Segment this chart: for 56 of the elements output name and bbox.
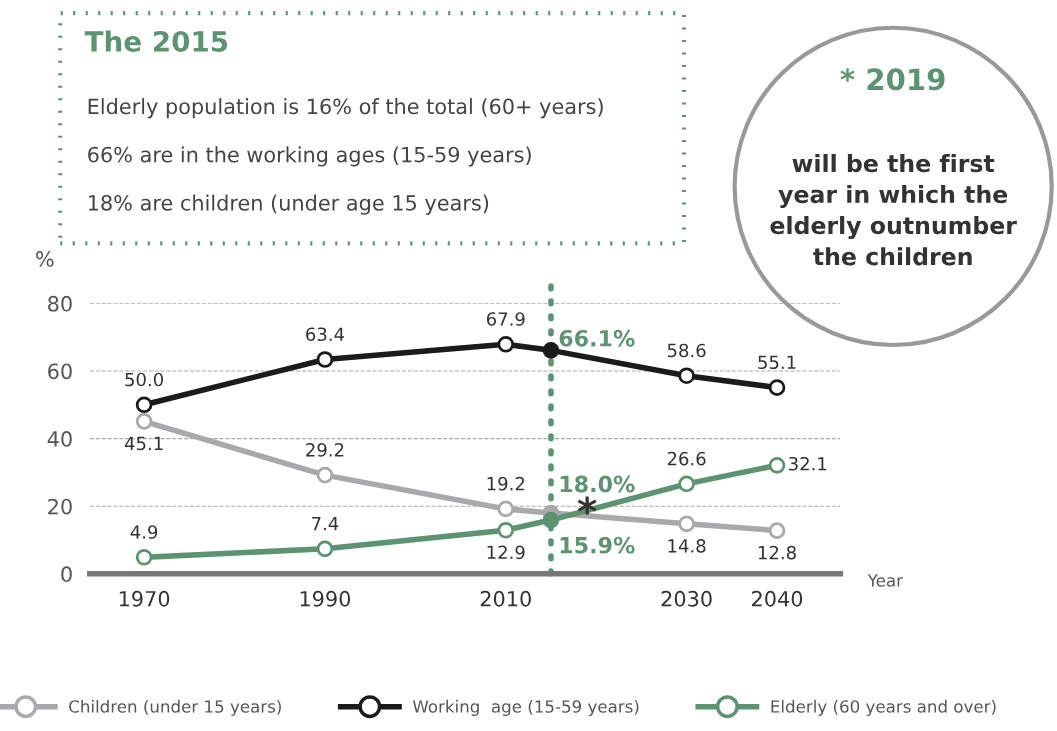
point [497, 521, 515, 539]
text: will be the first year in which the elderly outnumber the children [770, 153, 1017, 266]
x-tick-label: 2040 [752, 590, 803, 607]
point [678, 475, 695, 493]
point [316, 540, 334, 558]
y-tick-label: 40 [47, 431, 72, 447]
data-label: 58.6 [667, 343, 706, 358]
data-label: 12.8 [758, 545, 796, 560]
data-label: 63.4 [306, 327, 345, 342]
point [678, 367, 695, 385]
data-label: 18.0% [560, 475, 635, 493]
x-tick-label: 1990 [300, 590, 351, 607]
data-label: 55.1 [758, 355, 796, 370]
text: Elderly population is 16% of the total (60+ years) [88, 98, 603, 119]
text: 18% are children (under age 15 years) [88, 194, 489, 215]
data-label: 7.4 [312, 516, 339, 531]
point [542, 511, 560, 529]
y-tick-label: 80 [48, 295, 72, 312]
point [135, 548, 153, 566]
data-label: 12.9 [487, 545, 525, 560]
data-label: 32.1 [789, 456, 827, 471]
point [768, 379, 786, 396]
y-tick-label: 60 [48, 363, 72, 380]
point [497, 500, 515, 518]
data-label: 4.9 [130, 525, 158, 539]
data-label: 15.9% [560, 536, 635, 554]
x-axis-title: Year [867, 574, 903, 587]
legend-label: Children (under 15 years) [69, 699, 281, 716]
data-label: 19.2 [487, 476, 525, 491]
data-label: 66.1% [559, 329, 635, 347]
legend-label: Elderly (60 years and over) [771, 699, 996, 716]
chart-title: The 2015 [84, 30, 228, 52]
text: 66% are in the working ages (15-59 years) [88, 146, 531, 167]
y-axis-title: % [36, 251, 54, 267]
data-label: 26.6 [667, 451, 706, 466]
point [768, 522, 786, 539]
x-tick-label: 2010 [480, 590, 531, 607]
point [135, 413, 153, 430]
point [542, 342, 560, 359]
y-tick-label: 20 [48, 498, 72, 515]
data-label: 29.2 [306, 443, 344, 457]
point [135, 396, 153, 414]
data-label: 14.8 [668, 539, 706, 553]
legend-label: Working age (15-59 years) [412, 699, 639, 716]
point [316, 351, 334, 368]
point [316, 466, 334, 484]
x-tick-label: 1970 [119, 590, 170, 607]
y-tick-label: 0 [61, 566, 72, 583]
data-label: 45.1 [124, 436, 163, 451]
x-tick-label: 2030 [661, 590, 712, 607]
point [497, 335, 515, 353]
point [768, 456, 786, 474]
text: * 2019 [840, 68, 945, 91]
data-label: 67.9 [486, 312, 525, 326]
point [678, 515, 695, 533]
data-label: 50.0 [125, 372, 163, 387]
